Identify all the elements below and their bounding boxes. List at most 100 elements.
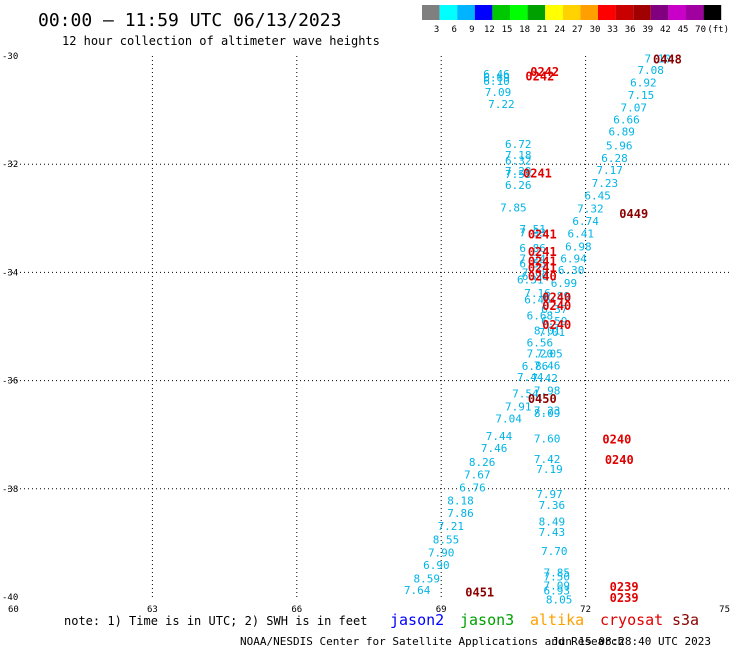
legend-swatch <box>457 5 475 20</box>
wave-height-value: 7.20 <box>527 348 554 361</box>
wave-height-value: 6.89 <box>608 126 635 139</box>
wave-height-value: 7.70 <box>541 545 568 558</box>
wave-height-value: 6.32 <box>505 154 532 167</box>
satellite-s3a: s3a <box>672 611 699 629</box>
legend-swatch <box>545 5 563 20</box>
wave-height-value: 7.24 <box>519 252 546 265</box>
legend-swatch <box>598 5 616 20</box>
pass-time-label: 0241 <box>523 166 552 180</box>
legend-label: 33 <box>607 25 618 35</box>
wave-height-value: 6.41 <box>568 227 595 240</box>
wave-height-value: 7.10 <box>645 53 672 66</box>
legend-label: 45 <box>678 25 689 35</box>
legend-swatch <box>439 5 458 20</box>
legend-swatch <box>633 5 651 20</box>
pass-time-label: 0240 <box>542 299 571 313</box>
wave-height-value: 6.46 <box>483 68 510 81</box>
footer-timestamp: Jun 15 08:28:40 UTC 2023 <box>552 635 711 648</box>
wave-height-value: 8.01 <box>534 324 561 337</box>
pass-time-label: 0242 <box>530 65 559 79</box>
legend-label: 12 <box>484 25 495 35</box>
wave-height-value: 7.05 <box>536 348 563 361</box>
map-grid <box>8 56 730 597</box>
legend-label: 24 <box>554 25 565 35</box>
wave-height-value: 6.10 <box>483 75 510 88</box>
map-subtitle: 12 hour collection of altimeter wave hei… <box>62 34 380 48</box>
pass-time-label: 0242 <box>525 69 554 83</box>
satellite-cryosat: cryosat <box>600 611 663 629</box>
pass-time-label: 0241 <box>528 245 557 259</box>
wave-height-value: 6.69 <box>483 72 510 85</box>
wave-height-value: 7.36 <box>539 499 566 512</box>
legend-label: 3 <box>434 25 439 35</box>
y-tick-label: -30 <box>2 52 18 62</box>
pass-time-label: 0240 <box>602 432 631 446</box>
wave-height-value: 7.54 <box>512 388 539 401</box>
legend-label: 18 <box>519 25 530 35</box>
legend-label: 30 <box>590 25 601 35</box>
satellite-jason2: jason2 <box>390 611 444 629</box>
wave-height-value: 7.09 <box>485 86 512 99</box>
wave-height-value: 7.21 <box>438 520 465 533</box>
wave-height-value: 7.85 <box>500 201 527 214</box>
wave-height-value: 6.46 <box>524 293 551 306</box>
pass-time-label: 0449 <box>619 207 648 221</box>
legend-label: 21 <box>537 25 548 35</box>
wave-height-value: 7.86 <box>447 507 474 520</box>
wave-height-value: 7.09 <box>543 580 570 593</box>
legend-swatch <box>510 5 528 20</box>
y-tick-label: -40 <box>2 593 18 603</box>
wave-height-value: 6.86 <box>519 242 546 255</box>
pass-time-labels: 0448024202420241044902410241024102410240… <box>465 53 682 605</box>
wave-height-value: 7.46 <box>534 359 561 372</box>
satellite-altika: altika <box>530 611 584 629</box>
wave-height-value: 7.93 <box>519 226 546 239</box>
wave-height-value: 6.26 <box>505 179 532 192</box>
legend-swatch <box>474 5 493 20</box>
wave-height-value: 7.32 <box>577 203 604 216</box>
pass-time-label: 0451 <box>465 586 494 600</box>
footer-note: note: 1) Time is in UTC; 2) SWH is in fe… <box>64 614 367 628</box>
legend-swatch <box>492 5 510 20</box>
pass-time-label: 0241 <box>528 227 557 241</box>
wave-height-value: 8.55 <box>433 534 460 547</box>
map-title: 00:00 – 11:59 UTC 06/13/2023 <box>38 10 341 31</box>
wave-height-value: 6.89 <box>543 290 570 303</box>
wave-height-value: 7.04 <box>495 412 522 425</box>
legend-swatch <box>668 5 686 20</box>
x-tick-label: 66 <box>291 605 302 615</box>
wave-height-value: 6.66 <box>613 113 640 126</box>
wave-height-value: 8.05 <box>546 594 573 607</box>
legend-swatch <box>562 5 581 20</box>
wave-height-value: 7.19 <box>536 463 563 476</box>
wave-height-value: 7.42 <box>531 372 558 385</box>
wave-height-value: 7.44 <box>517 371 544 384</box>
legend-label: 9 <box>469 25 474 35</box>
legend-swatch <box>703 5 722 20</box>
wave-height-value: 6.68 <box>527 310 554 323</box>
wave-height-value: 7.85 <box>543 567 570 580</box>
wave-height-value: 7.22 <box>488 98 515 111</box>
wave-height-value: 7.44 <box>486 430 513 443</box>
wave-height-value: 7.60 <box>534 432 561 445</box>
pass-time-label: 0240 <box>542 291 571 305</box>
y-tick-label: -32 <box>2 160 18 170</box>
wave-height-value: 7.15 <box>628 89 655 102</box>
wave-height-value: 7.98 <box>534 384 561 397</box>
x-tick-label: 69 <box>436 605 447 615</box>
wave-height-value: 5.96 <box>606 139 633 152</box>
axis-ticks: 60 63 66 69 72 75 -30 -32 -34 -36 -38 -40 <box>2 52 730 615</box>
footer-credit: NOAA/NESDIS Center for Satellite Applica… <box>240 635 624 648</box>
wave-height-value: 7.91 <box>505 401 532 414</box>
wave-height-value: 7.29 <box>505 165 532 178</box>
wave-height-value: 6.86 <box>522 360 549 373</box>
wave-height-value: 6.28 <box>601 152 628 165</box>
wave-height-value: 7.16 <box>524 287 551 300</box>
legend-swatch <box>650 5 669 20</box>
legend-label: 15 <box>502 25 513 35</box>
wave-height-value: 7.46 <box>481 442 508 455</box>
wave-height-value: 6.99 <box>551 277 578 290</box>
wave-height-value: 7.53 <box>505 168 532 181</box>
wave-height-value: 7.23 <box>592 177 619 190</box>
legend-label: 70 <box>695 25 706 35</box>
